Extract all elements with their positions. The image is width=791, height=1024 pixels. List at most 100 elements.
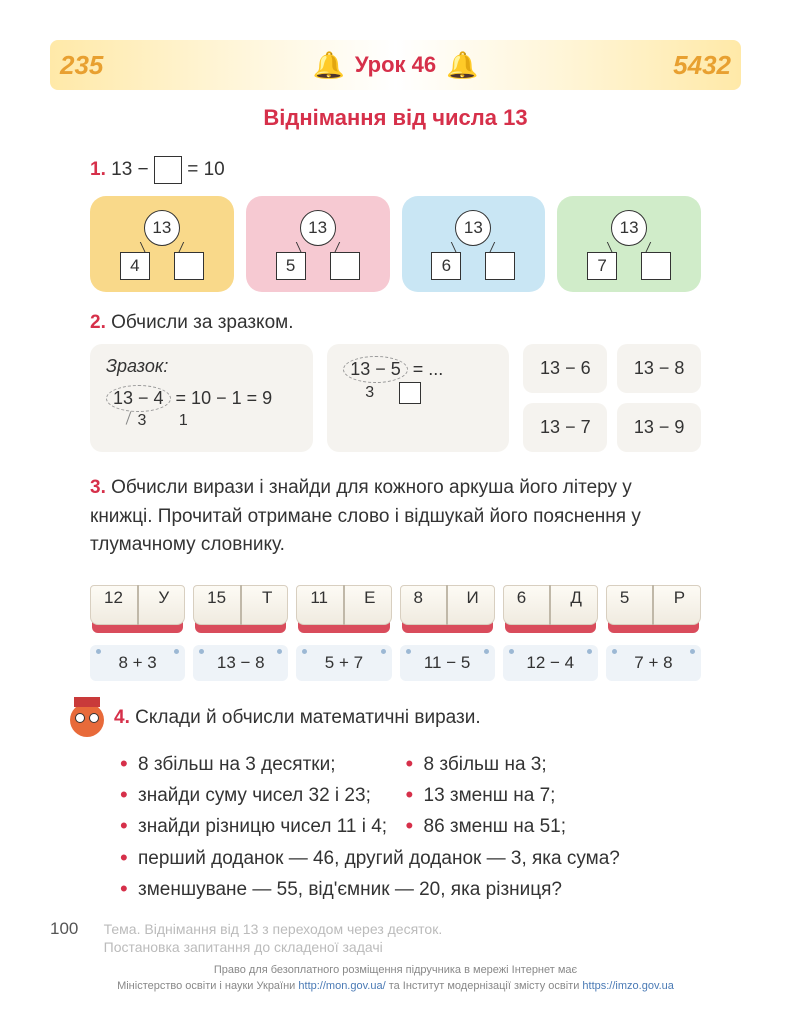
bullet-item: 8 збільш на 3;: [406, 749, 692, 780]
decomp-right-blank: [174, 252, 204, 280]
sample-expr: 13 − 4: [113, 388, 164, 408]
book-item: 11 Е: [296, 578, 391, 633]
task4-num: 4.: [114, 707, 130, 728]
bullet-item: 86 зменш на 51;: [406, 811, 692, 842]
page-footer: 100 Тема. Віднімання від 13 з переходом …: [50, 919, 741, 994]
bullet-item: 8 збільш на 3 десятки;: [120, 749, 406, 780]
footer-theme2: Постановка запитання до складеної задачі: [104, 939, 383, 955]
decomposition-row: 13 4 13 5 13 6 13 7: [90, 196, 701, 292]
expr-chip: 5 + 7: [296, 645, 391, 681]
decomp-top: 13: [144, 210, 180, 246]
task2-line: 2. Обчисли за зразком.: [90, 312, 741, 334]
task3-block: 3. Обчисли вирази і знайди для кожного а…: [90, 474, 691, 560]
book-item: 5 Р: [606, 578, 701, 633]
page-number: 100: [50, 919, 100, 939]
book-letter: Т: [262, 588, 272, 608]
expr-chip: 8 + 3: [90, 645, 185, 681]
expr-chip: 7 + 8: [606, 645, 701, 681]
bullet-item: знайди різницю чисел 11 і 4;: [120, 811, 406, 842]
example-label: Зразок:: [106, 356, 297, 377]
decomp-right-blank: [330, 252, 360, 280]
lesson-banner: 235 🔔 Урок 46 🔔 5432: [50, 40, 741, 90]
book-number: 8: [414, 588, 423, 608]
example-partial: 13 − 5 = ... 3: [327, 344, 509, 452]
owl-icon: [70, 703, 108, 741]
decomp-top: 13: [300, 210, 336, 246]
book-letter: Е: [364, 588, 375, 608]
expr-chip: 11 − 5: [400, 645, 495, 681]
mini-expr-grid: 13 − 613 − 813 − 713 − 9: [523, 344, 701, 452]
mini-expr: 13 − 7: [523, 403, 607, 452]
task1-num: 1.: [90, 159, 106, 180]
decomp-3: 3: [137, 412, 146, 429]
bullet-item: знайди суму чисел 32 і 23;: [120, 780, 406, 811]
decomp-right-blank: [641, 252, 671, 280]
mini-expr: 13 − 6: [523, 344, 607, 393]
task1-expr-right: = 10: [182, 159, 225, 180]
expr-chip: 12 − 4: [503, 645, 598, 681]
bullet-item: зменшуване — 55, від'ємник — 20, яка різ…: [120, 874, 691, 905]
book-number: 6: [517, 588, 526, 608]
decomp-top: 13: [611, 210, 647, 246]
book-item: 12 У: [90, 578, 185, 633]
book-number: 12: [104, 588, 123, 608]
rights-line1: Право для безоплатного розміщення підруч…: [214, 964, 577, 976]
example-sample: Зразок: 13 − 4 = 10 − 1 = 9 3 1: [90, 344, 313, 452]
decomp-card: 13 6: [402, 196, 546, 292]
lesson-title: Урок 46: [355, 52, 436, 78]
book-number: 11: [310, 588, 328, 608]
book-item: 15 Т: [193, 578, 288, 633]
decomp-top: 13: [455, 210, 491, 246]
blank-box: [154, 156, 182, 184]
decomp-card: 13 5: [246, 196, 390, 292]
rights-line2b: та Інститут модернізації змісту освіти: [386, 980, 583, 992]
task4-header: 4. Склади й обчисли математичні вирази.: [70, 703, 741, 741]
book-number: 5: [620, 588, 629, 608]
expr-row: 8 + 313 − 85 + 711 − 512 − 47 + 8: [90, 645, 701, 681]
book-item: 8 И: [400, 578, 495, 633]
task3-text: Обчисли вирази і знайди для кожного арку…: [90, 477, 641, 555]
books-row: 12 У 15 Т 11 Е 8 И 6 Д 5 Р: [90, 578, 701, 633]
task2-text: Обчисли за зразком.: [111, 312, 293, 333]
bullet-item: 13 зменш на 7;: [406, 780, 692, 811]
book-letter: И: [466, 588, 478, 608]
decomp-left: 6: [431, 252, 461, 280]
mini-expr: 13 − 9: [617, 403, 701, 452]
decomp-left: 4: [120, 252, 150, 280]
task4-bullets: 8 збільш на 3 десятки;знайди суму чисел …: [120, 749, 691, 906]
decomp-left: 7: [587, 252, 617, 280]
decomp-left: 5: [276, 252, 306, 280]
bullet-item: перший доданок — 46, другий доданок — 3,…: [120, 843, 691, 874]
task1-line: 1. 13 − = 10: [90, 156, 741, 184]
book-letter: Д: [570, 588, 582, 608]
bell-icon: 🔔: [446, 50, 478, 81]
book-letter: Р: [674, 588, 685, 608]
footer-rights: Право для безоплатного розміщення підруч…: [50, 963, 741, 994]
blank-box: [399, 382, 421, 404]
page-subtitle: Віднімання від числа 13: [50, 105, 741, 131]
book-item: 6 Д: [503, 578, 598, 633]
decomp-card: 13 7: [557, 196, 701, 292]
banner-left-decor: 235: [60, 50, 103, 81]
footer-theme1: Тема. Віднімання від 13 з переходом чере…: [104, 921, 443, 937]
decomp-right-blank: [485, 252, 515, 280]
book-letter: У: [158, 588, 169, 608]
task2-num: 2.: [90, 312, 106, 333]
dashed-group2: 13 − 5: [343, 356, 408, 383]
mon-link[interactable]: http://mon.gov.ua/: [298, 980, 385, 992]
decomp-card: 13 4: [90, 196, 234, 292]
partial-d1: 3: [365, 384, 374, 401]
expr-chip: 13 − 8: [193, 645, 288, 681]
bell-icon: 🔔: [312, 50, 344, 81]
task3-num: 3.: [90, 477, 106, 498]
book-number: 15: [207, 588, 226, 608]
example-row: Зразок: 13 − 4 = 10 − 1 = 9 3 1 13 − 5 =…: [90, 344, 701, 452]
decomp-1: 1: [179, 412, 188, 429]
imzo-link[interactable]: https://imzo.gov.ua: [582, 980, 674, 992]
rights-line2a: Міністерство освіти і науки України: [117, 980, 298, 992]
task4-text: Склади й обчисли математичні вирази.: [135, 707, 481, 728]
mini-expr: 13 − 8: [617, 344, 701, 393]
dashed-group: 13 − 4: [106, 385, 171, 412]
task1-expr-left: 13 −: [111, 159, 154, 180]
banner-right-decor: 5432: [673, 50, 731, 81]
